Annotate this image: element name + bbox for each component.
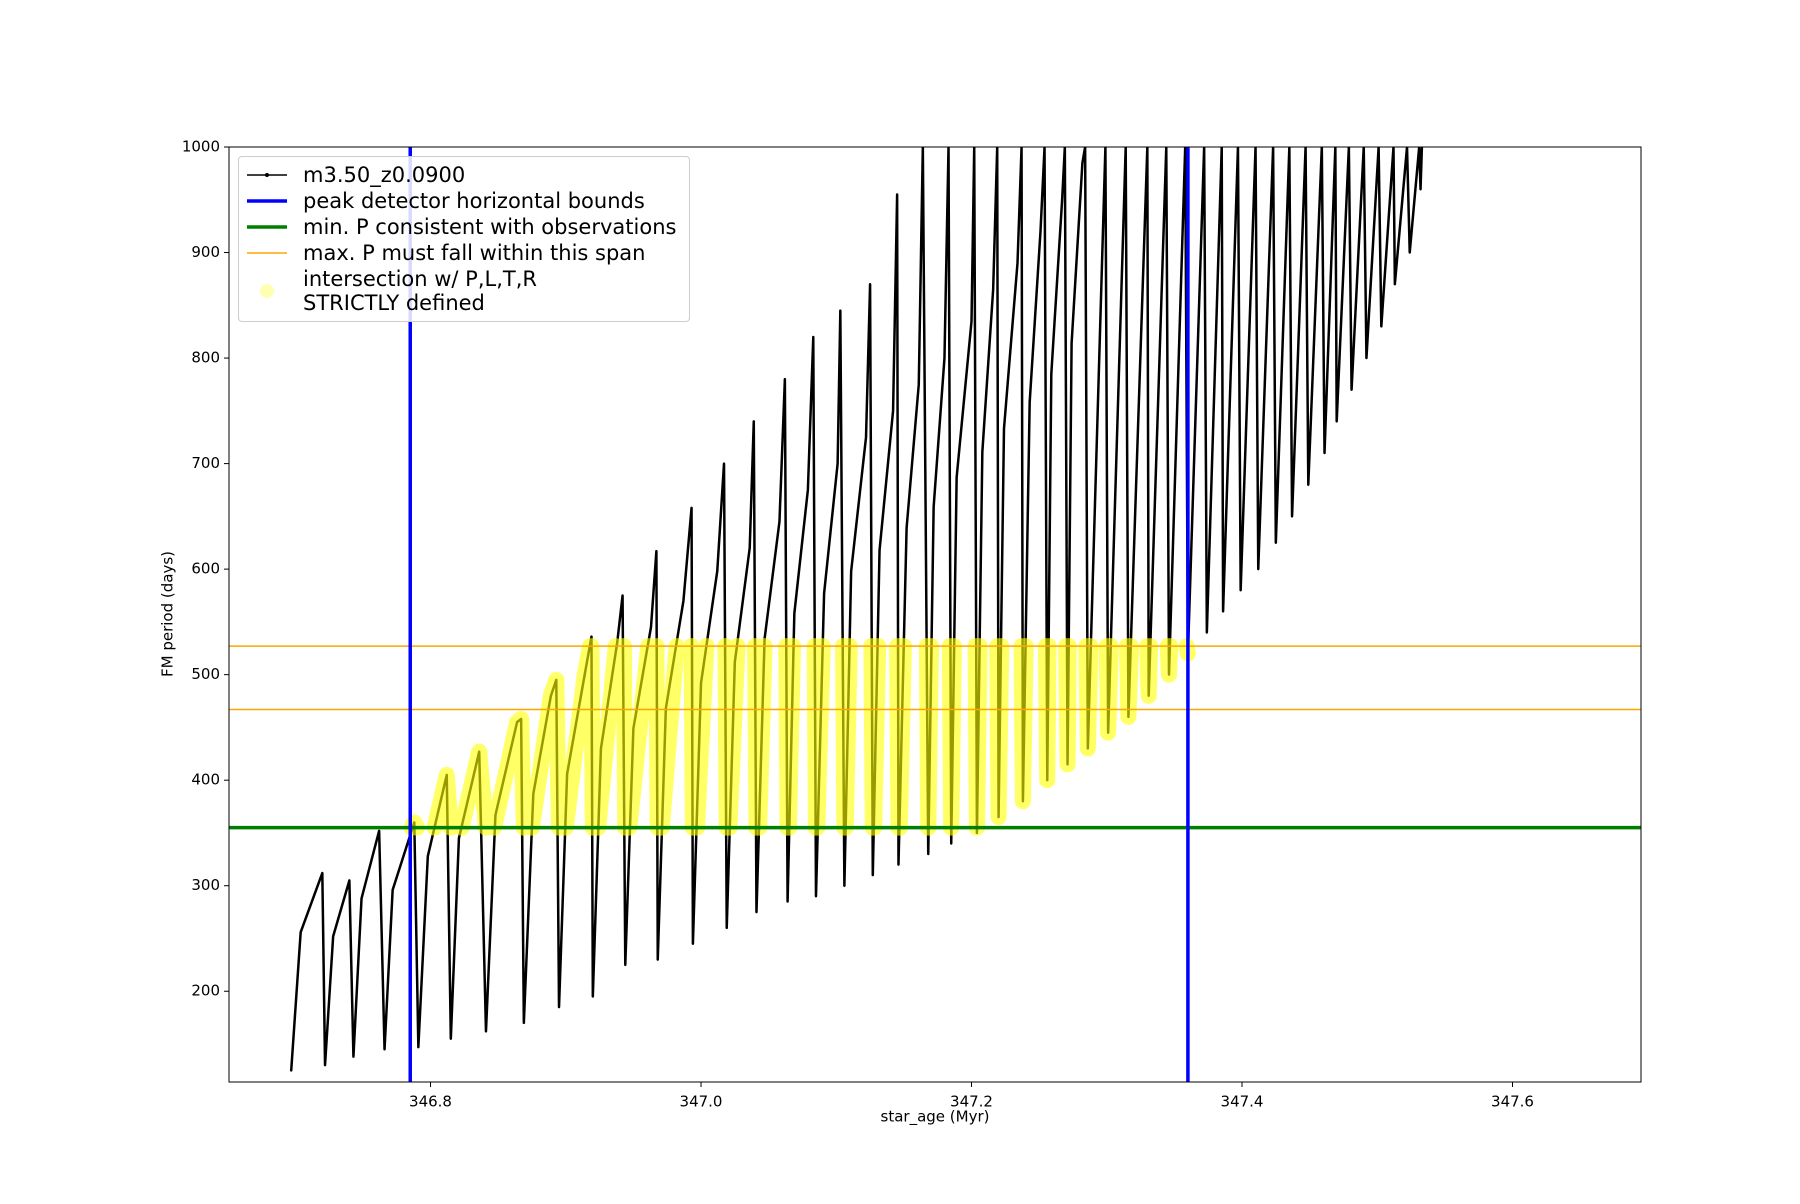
y-tick-label: 400 (191, 771, 220, 789)
legend-entry: max. P must fall within this span (239, 241, 689, 265)
legend-entry: peak detector horizontal bounds (239, 189, 689, 213)
axes-frame (228, 146, 1642, 1083)
legend-swatch (260, 284, 274, 298)
y-axis-label: FM period (days) (159, 551, 177, 677)
y-tick-label: 600 (191, 560, 220, 578)
legend-label: peak detector horizontal bounds (303, 189, 645, 213)
legend-swatch (247, 199, 287, 203)
legend-entry: intersection w/ P,L,T,R STRICTLY defined (239, 267, 689, 315)
legend-label: m3.50_z0.0900 (303, 163, 466, 187)
legend-label: max. P must fall within this span (303, 241, 646, 265)
x-tick-label: 347.2 (950, 1093, 993, 1111)
legend-entry: min. P consistent with observations (239, 215, 689, 239)
y-tick-label: 500 (191, 665, 220, 683)
y-tick-label: 800 (191, 349, 220, 367)
legend-entry: m3.50_z0.0900 (239, 163, 689, 187)
x-tick-label: 347.4 (1221, 1093, 1264, 1111)
legend-dot (265, 173, 269, 177)
legend-swatch (247, 252, 287, 254)
legend-label: min. P consistent with observations (303, 215, 677, 239)
intersection-band (403, 638, 1196, 836)
x-tick-label: 346.8 (409, 1093, 452, 1111)
y-tick-label: 300 (191, 876, 220, 894)
legend-swatch (247, 225, 287, 229)
y-tick-label: 200 (191, 982, 220, 1000)
x-axis-label: star_age (Myr) (881, 1108, 990, 1127)
legend-swatch (247, 173, 287, 177)
y-tick-label: 900 (191, 243, 220, 261)
y-tick-label: 700 (191, 454, 220, 472)
y-tick-label: 1000 (182, 138, 220, 156)
x-tick-label: 347.0 (680, 1093, 723, 1111)
legend-label: intersection w/ P,L,T,R STRICTLY defined (303, 267, 537, 315)
x-tick-label: 347.6 (1491, 1093, 1534, 1111)
plot-area (229, 147, 1641, 1082)
legend-marker (260, 284, 274, 298)
legend: m3.50_z0.0900 peak detector horizontal bo… (238, 156, 690, 322)
